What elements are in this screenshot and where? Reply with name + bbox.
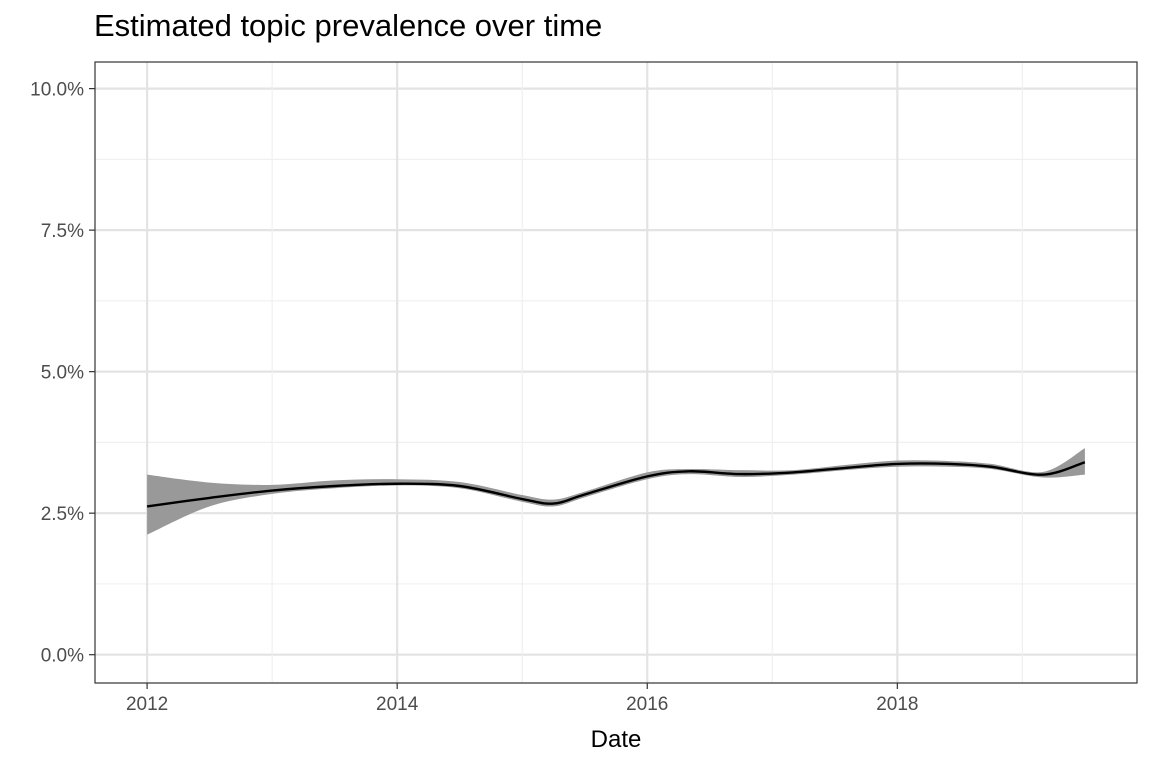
- x-tick-label: 2014: [376, 694, 419, 715]
- grid-layer: [95, 62, 1137, 683]
- tick-layer: 0.0% 2.5% 5.0% 7.5% 10.0% 2012 2014 2016 2018: [30, 80, 918, 715]
- x-axis-title: Date: [591, 726, 642, 753]
- y-tick-label: 0.0%: [41, 646, 84, 667]
- x-tick-label: 2018: [876, 694, 918, 715]
- x-tick-label: 2016: [626, 694, 668, 715]
- band-layer: [147, 448, 1085, 535]
- panel-border: [94, 61, 1138, 684]
- x-tick-label: 2012: [126, 694, 168, 715]
- y-tick-label: 5.0%: [41, 363, 84, 384]
- trend-line: [146, 461, 1086, 508]
- confidence-band: [147, 448, 1085, 535]
- y-tick-label: 10.0%: [30, 80, 84, 101]
- line-layer: [146, 461, 1086, 508]
- y-tick-label: 2.5%: [41, 504, 84, 525]
- chart-title: Estimated topic prevalence over time: [94, 8, 603, 43]
- y-tick-label: 7.5%: [41, 221, 84, 242]
